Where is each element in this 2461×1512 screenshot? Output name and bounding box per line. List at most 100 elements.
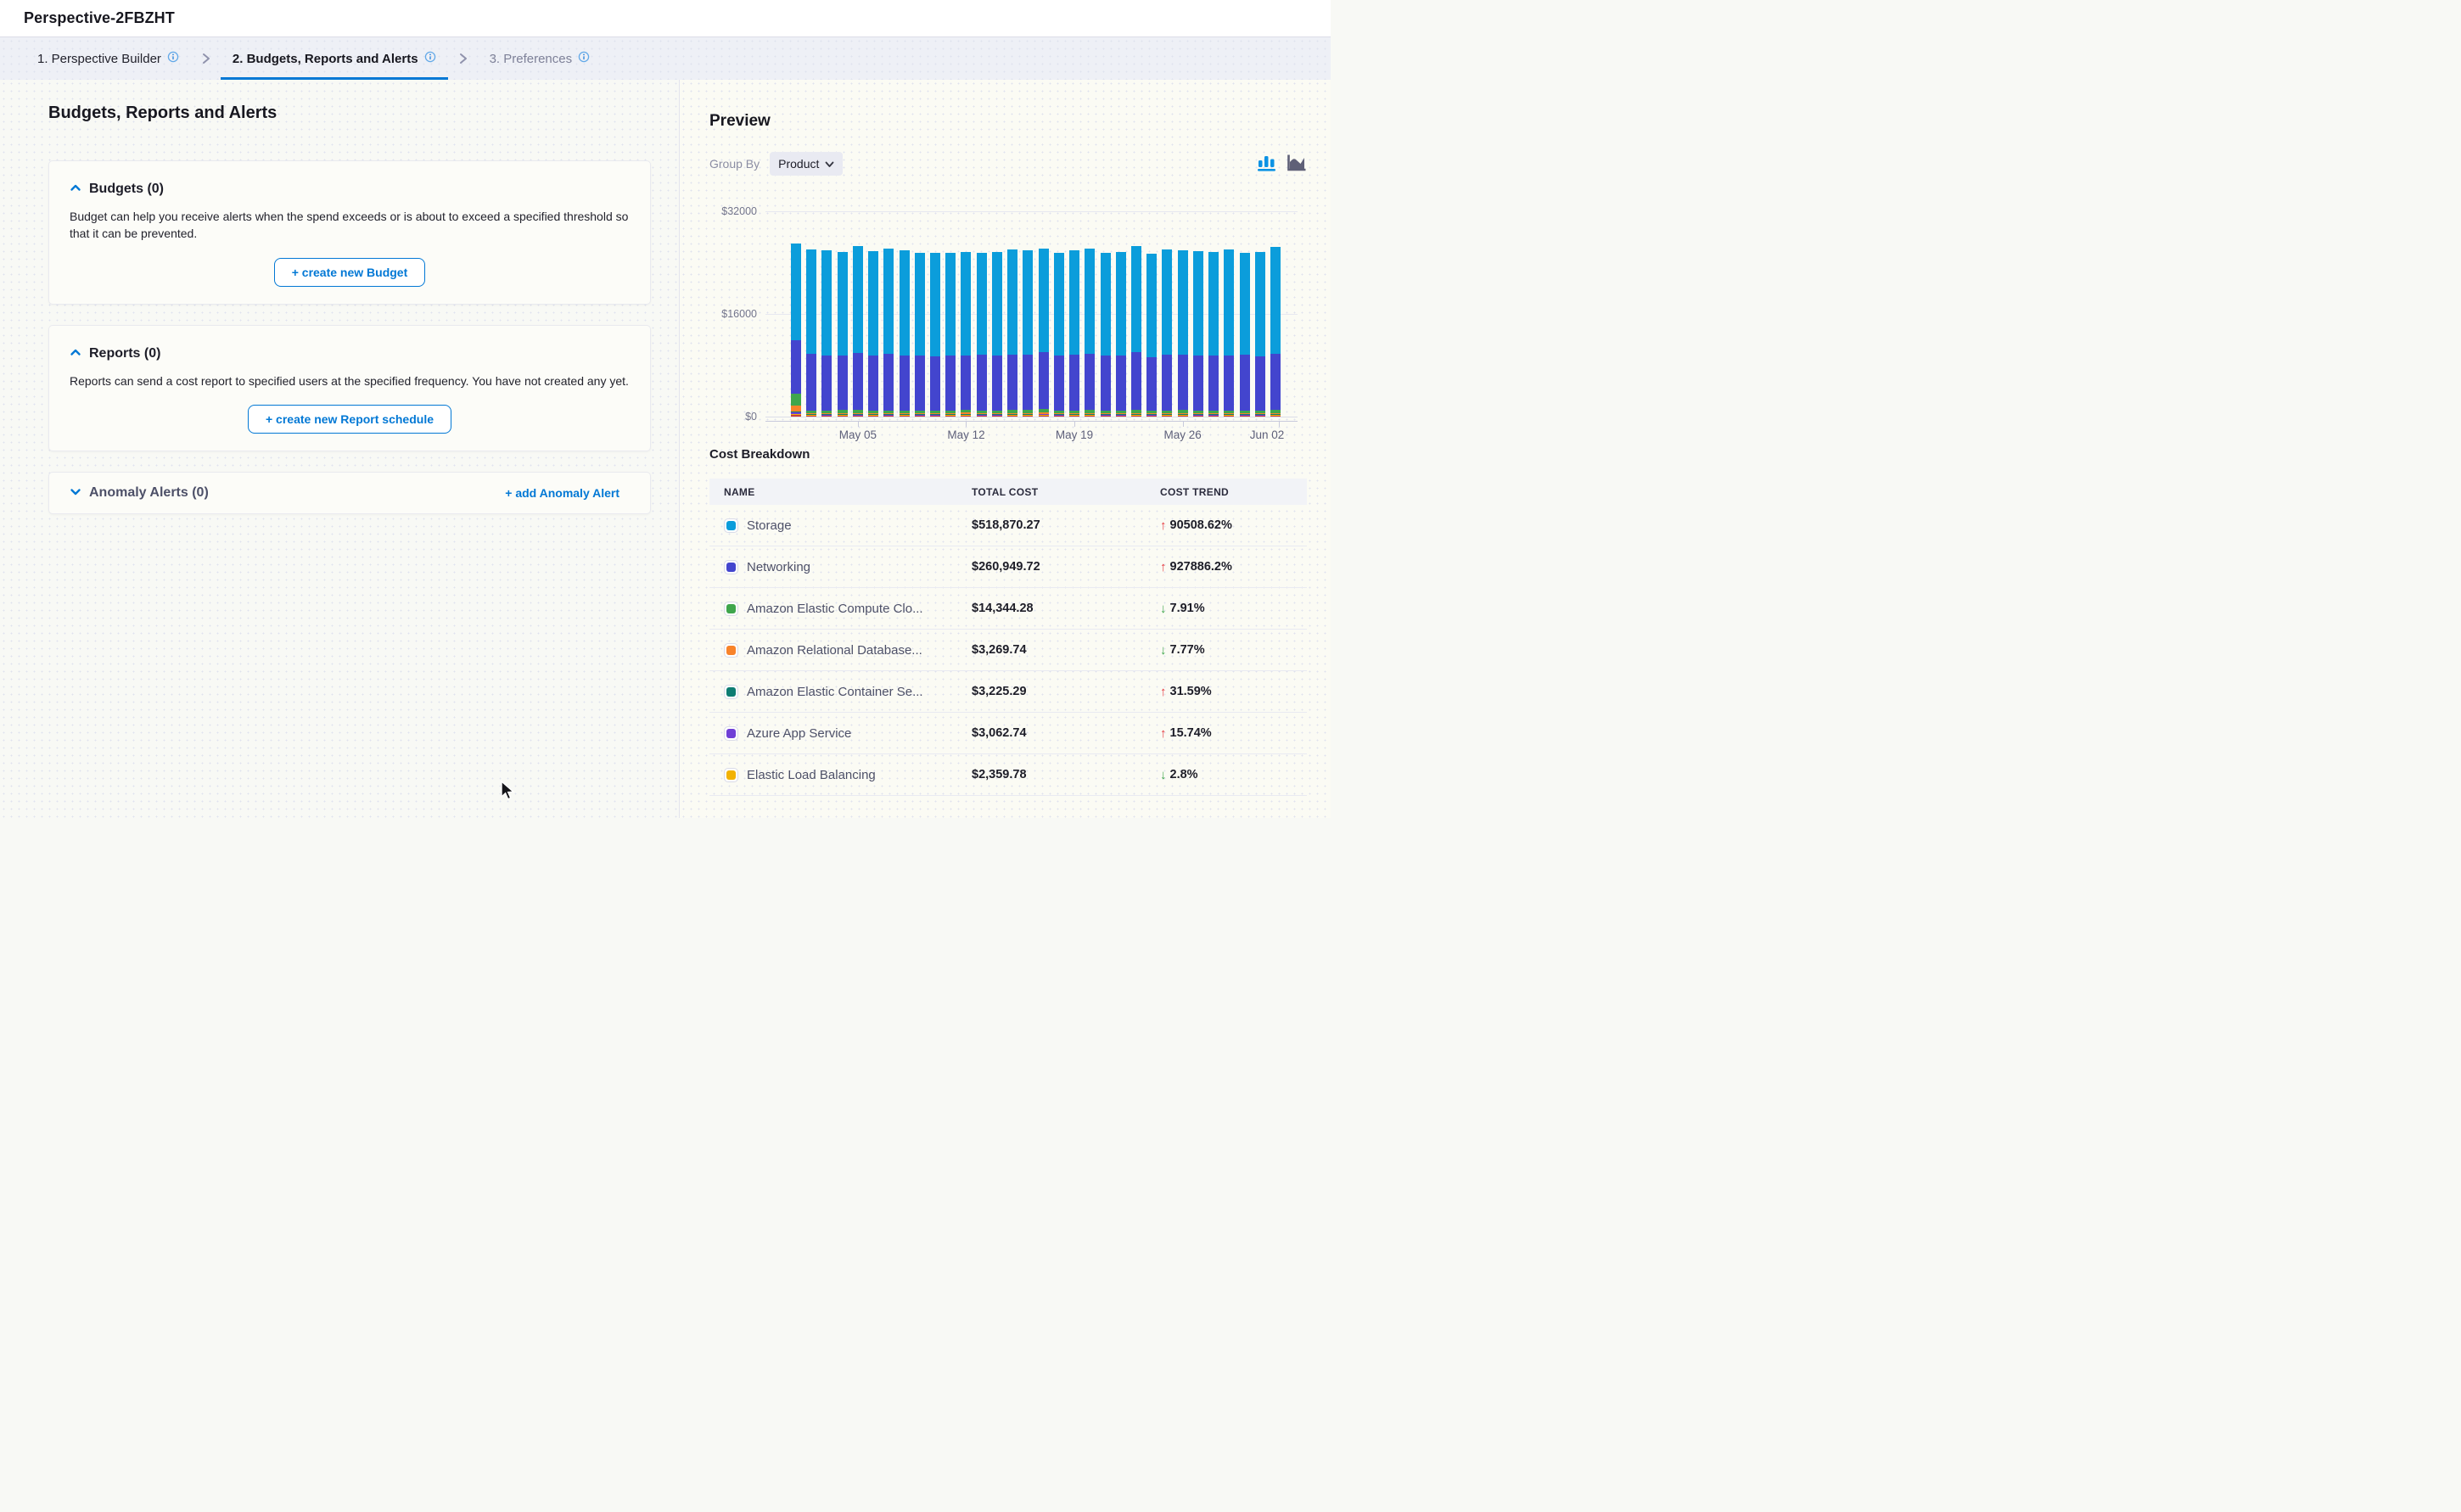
bar-segment [1224, 356, 1234, 411]
table-row[interactable]: Networking$260,949.72↑927886.2% [709, 546, 1307, 588]
bar-May 27[interactable] [1193, 251, 1203, 417]
trend-value: 90508.62% [1170, 518, 1232, 532]
bar-May 06[interactable] [868, 251, 878, 417]
bar-segment [992, 356, 1002, 410]
bar-May 04[interactable] [838, 252, 848, 417]
bar-segment [791, 244, 801, 340]
info-icon[interactable] [578, 51, 590, 67]
info-icon[interactable] [424, 51, 436, 67]
chevron-down-icon [825, 157, 834, 171]
preview-panel: Preview Group By Product [679, 80, 1331, 818]
bar-segment [821, 356, 832, 411]
table-row[interactable]: Amazon Elastic Container Se...$3,225.29↑… [709, 671, 1307, 713]
series-color-swatch [724, 726, 738, 741]
tab-budgets-reports-alerts[interactable]: 2. Budgets, Reports and Alerts [221, 37, 448, 80]
x-tick [1279, 421, 1280, 427]
bar-May 11[interactable] [945, 253, 956, 417]
bar-segment [821, 250, 832, 355]
chart-plot: May 05May 12May 19May 26Jun 02 [765, 211, 1298, 417]
anomaly-expand-button[interactable] [70, 486, 81, 500]
bar-May 23[interactable] [1131, 246, 1141, 417]
add-anomaly-alert-link[interactable]: + add Anomaly Alert [505, 486, 619, 500]
bar-May 26[interactable] [1178, 250, 1188, 417]
bar-May 31[interactable] [1255, 252, 1265, 417]
tab-preferences[interactable]: 3. Preferences [478, 37, 603, 80]
create-report-schedule-button[interactable]: + create new Report schedule [248, 405, 451, 434]
bar-May 13[interactable] [977, 253, 987, 417]
group-by-dropdown[interactable]: Product [770, 152, 843, 176]
create-budget-button[interactable]: + create new Budget [274, 258, 426, 287]
service-name: Networking [747, 560, 810, 574]
table-row[interactable]: Amazon Elastic Compute Clo...$14,344.28↓… [709, 588, 1307, 630]
bar-May 24[interactable] [1146, 254, 1157, 417]
service-name: Azure App Service [747, 726, 851, 741]
bar-May 05[interactable] [853, 246, 863, 417]
table-header-cell: NAME [709, 486, 957, 498]
tab-perspective-builder[interactable]: 1. Perspective Builder [25, 37, 191, 80]
bar-segment [1101, 356, 1111, 411]
budgets-description: Budget can help you receive alerts when … [70, 208, 630, 243]
bar-May 17[interactable] [1039, 249, 1049, 417]
app-header: Perspective-2FBZHT [0, 0, 1331, 37]
bar-May 30[interactable] [1240, 253, 1250, 417]
bar-segment [1146, 254, 1157, 357]
bar-segment [1007, 416, 1017, 417]
bar-segment [1116, 252, 1126, 356]
bar-May 18[interactable] [1054, 253, 1064, 417]
bar-May 02[interactable] [806, 249, 816, 417]
bar-segment [1116, 356, 1126, 410]
bar-May 15[interactable] [1007, 249, 1017, 417]
trend-value: 7.91% [1170, 602, 1205, 615]
bar-chart-toggle-button[interactable] [1258, 154, 1276, 174]
info-icon[interactable] [167, 51, 179, 67]
table-row[interactable]: Amazon Relational Database...$3,269.74↓7… [709, 630, 1307, 671]
bar-segment [1085, 416, 1095, 417]
bar-May 19[interactable] [1069, 250, 1079, 417]
bar-segment [977, 355, 987, 411]
bar-Jun 01[interactable] [1270, 247, 1281, 417]
bar-segment [853, 246, 863, 353]
bar-May 10[interactable] [930, 253, 940, 417]
anomaly-alerts-card: Anomaly Alerts (0) + add Anomaly Alert [48, 472, 651, 514]
trend-value: 2.8% [1170, 768, 1198, 781]
reports-collapse-button[interactable] [70, 347, 81, 361]
bar-May 08[interactable] [900, 250, 910, 417]
bar-segment [1240, 253, 1250, 356]
bar-May 22[interactable] [1116, 252, 1126, 417]
x-tick [1074, 421, 1075, 427]
bar-segment [945, 416, 956, 417]
bar-May 09[interactable] [915, 253, 925, 417]
bar-segment [992, 252, 1002, 356]
x-tick-label: May 19 [1056, 428, 1093, 441]
table-row[interactable]: Storage$518,870.27↑90508.62% [709, 505, 1307, 546]
budgets-collapse-button[interactable] [70, 182, 81, 196]
bar-segment [1224, 249, 1234, 356]
trend-arrow-icon: ↓ [1160, 602, 1167, 616]
bar-segment [1101, 253, 1111, 356]
area-chart-icon [1287, 154, 1307, 174]
area-chart-toggle-button[interactable] [1287, 154, 1307, 174]
bar-May 12[interactable] [961, 252, 971, 417]
bar-May 29[interactable] [1224, 249, 1234, 417]
bar-May 07[interactable] [883, 249, 894, 417]
trend-arrow-icon: ↑ [1160, 518, 1167, 533]
bar-May 01[interactable] [791, 244, 801, 417]
bar-segment [930, 356, 940, 411]
table-row[interactable]: Elastic Load Balancing$2,359.78↓2.8% [709, 754, 1307, 796]
bar-May 03[interactable] [821, 250, 832, 417]
table-row[interactable]: Azure App Service$3,062.74↑15.74% [709, 713, 1307, 754]
trend-value: 927886.2% [1170, 560, 1232, 574]
bar-segment [1101, 416, 1111, 417]
bar-May 25[interactable] [1162, 249, 1172, 417]
bar-segment [806, 249, 816, 355]
bar-May 16[interactable] [1023, 250, 1033, 417]
group-by-label: Group By [709, 157, 760, 171]
bar-May 21[interactable] [1101, 253, 1111, 417]
gridline [765, 211, 1298, 212]
bar-May 14[interactable] [992, 252, 1002, 417]
bar-May 20[interactable] [1085, 249, 1095, 417]
service-name: Amazon Elastic Container Se... [747, 685, 923, 699]
bar-May 28[interactable] [1208, 252, 1219, 417]
bar-segment [1023, 416, 1033, 417]
bar-segment [883, 416, 894, 417]
